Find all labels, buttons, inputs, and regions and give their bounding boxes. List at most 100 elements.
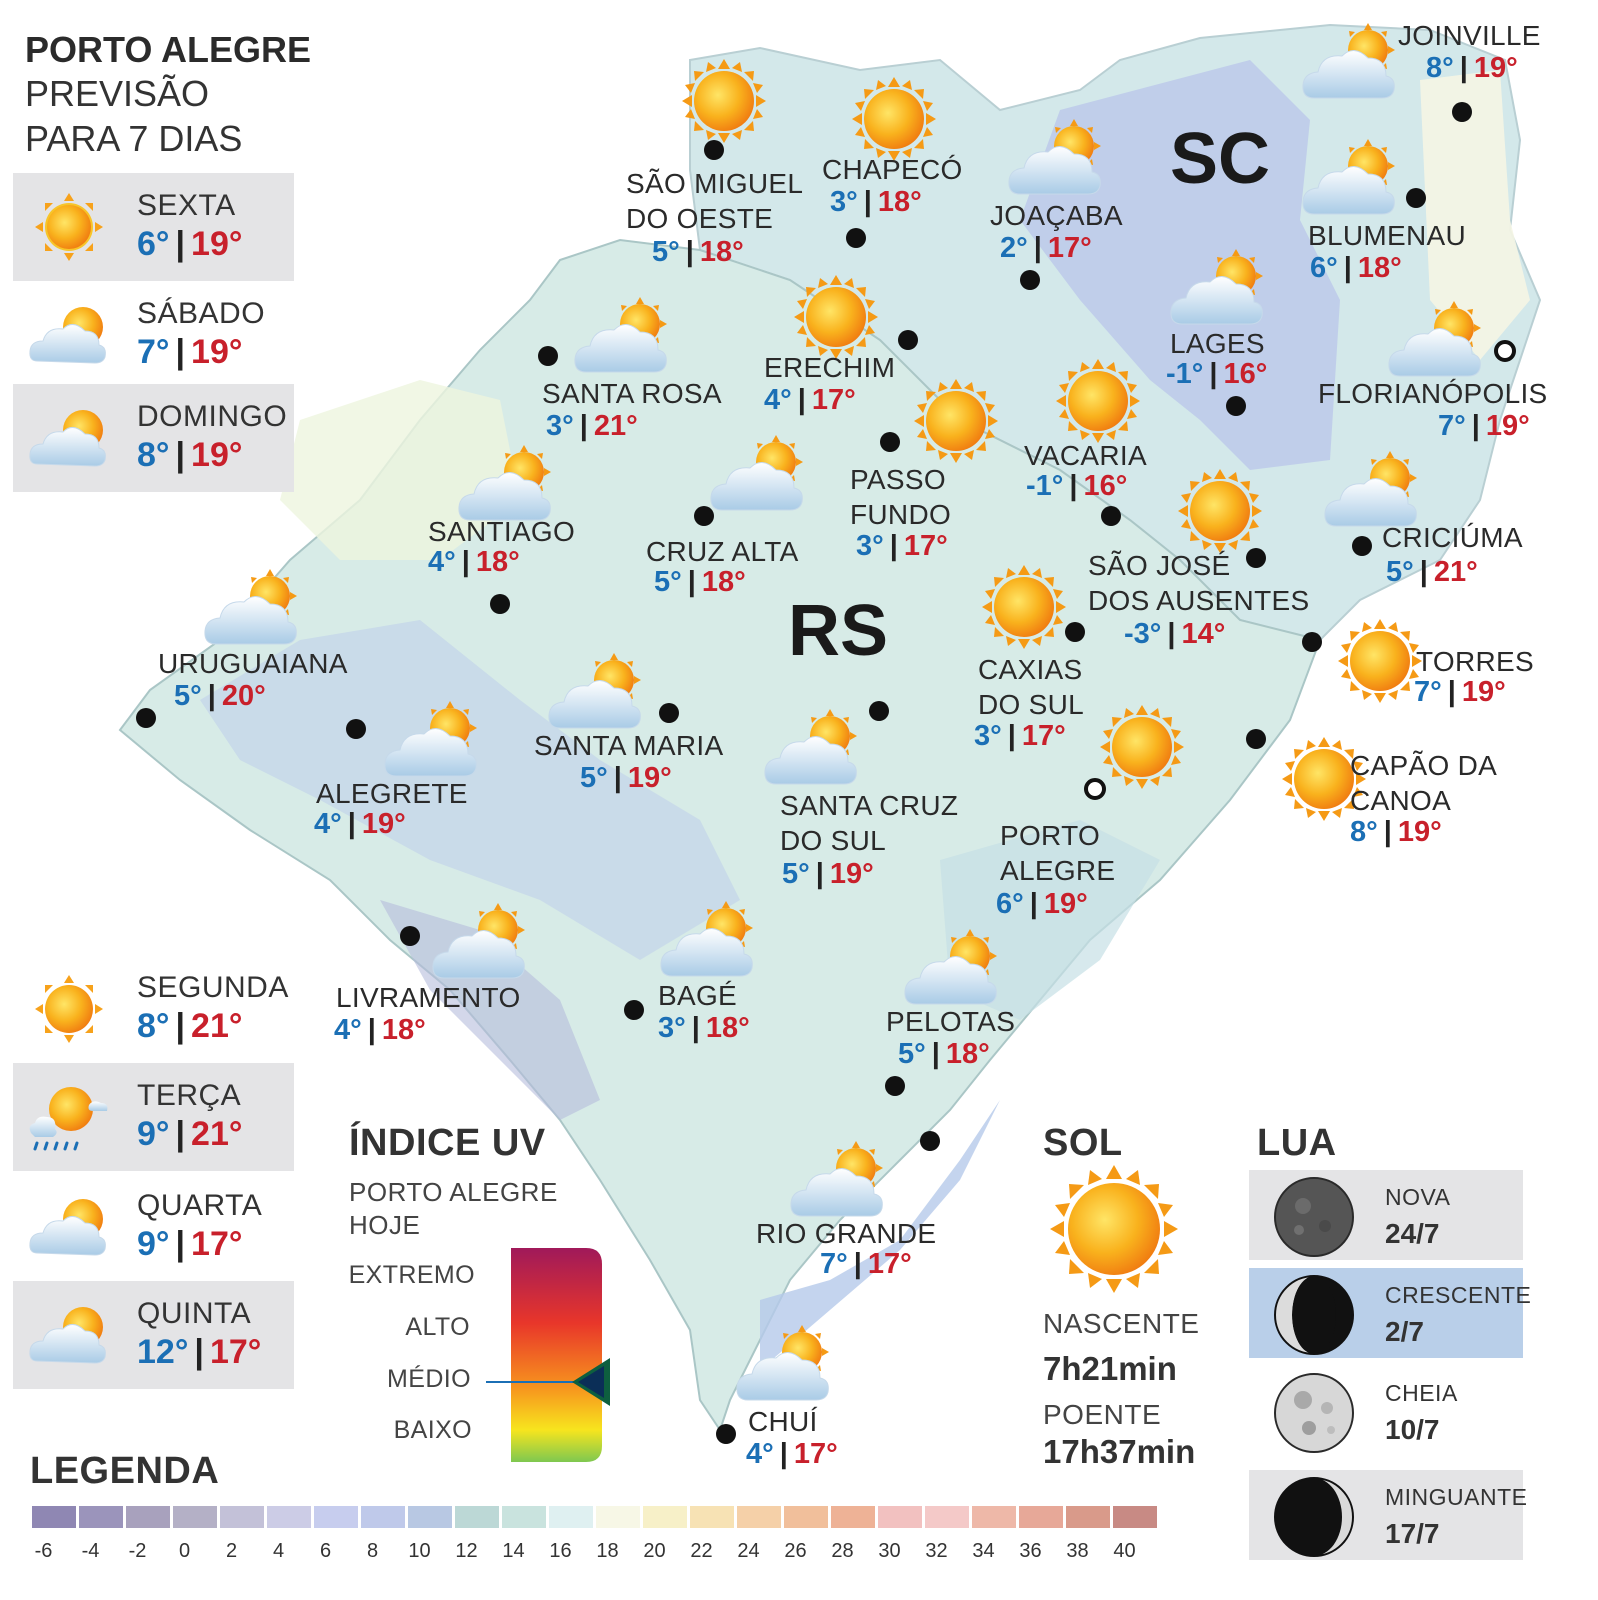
city-marker-sao-jose-dos-ausentes[interactable] — [1246, 548, 1266, 568]
city-name-caxias-do-sul: CAXIAS DO SUL — [978, 654, 1085, 720]
legend-color-cell — [220, 1506, 264, 1528]
temp-min: 4° — [764, 384, 792, 416]
city-marker-vacaria[interactable] — [1101, 506, 1121, 526]
city-marker-bage[interactable] — [624, 1000, 644, 1020]
moon-phase-name: CRESCENTE — [1385, 1282, 1532, 1308]
temp-min: 7° — [820, 1248, 848, 1280]
city-name-joinville: JOINVILLE — [1398, 20, 1541, 51]
temp-min: 3° — [974, 720, 1002, 752]
legend-tick-label: 32 — [925, 1540, 948, 1562]
moon-row-minguante: MINGUANTE 17/7 — [1249, 1470, 1527, 1560]
temp-max: 21° — [191, 1007, 243, 1045]
city-marker-florianopolis[interactable] — [1494, 340, 1516, 362]
legend-color-cell — [596, 1506, 640, 1528]
city-name-bage: BAGÉ — [658, 980, 738, 1011]
city-marker-santa-rosa[interactable] — [538, 346, 558, 366]
temp-min: 3° — [856, 530, 884, 562]
partly-cloudy-icon — [382, 696, 482, 786]
city-temps-chapeco: 3° | 18° — [830, 186, 922, 218]
uv-level-baixo: BAIXO — [393, 1416, 472, 1444]
city-marker-torres[interactable] — [1302, 632, 1322, 652]
legend-tick-label: 4 — [272, 1540, 285, 1562]
city-marker-cruz-alta[interactable] — [694, 506, 714, 526]
city-name-porto-alegre: PORTO ALEGRE — [1000, 820, 1116, 886]
temp-max: 18° — [475, 546, 520, 578]
city-marker-santa-cruz-do-sul[interactable] — [869, 701, 889, 721]
city-marker-criciuma[interactable] — [1352, 536, 1372, 556]
city-temps-capao-da-canoa: 8° | 19° — [1350, 816, 1442, 848]
city-marker-pelotas[interactable] — [885, 1076, 905, 1096]
temp-min: 8° — [137, 1007, 170, 1045]
city-marker-caxias-do-sul[interactable] — [1065, 622, 1085, 642]
temp-min: 6° — [137, 225, 170, 263]
city-temps-santa-rosa: 3° | 21° — [546, 410, 638, 442]
day-name: SÁBADO — [137, 297, 266, 330]
day-temps: 9° | 21° — [137, 1115, 243, 1153]
temp-min: 5° — [782, 858, 810, 890]
sun-icon — [906, 376, 1006, 466]
city-marker-passo-fundo[interactable] — [880, 432, 900, 452]
legend-color-cell — [502, 1506, 546, 1528]
city-marker-joinville[interactable] — [1452, 102, 1472, 122]
temp-max: 17° — [867, 1248, 912, 1280]
temp-max: 17° — [1047, 232, 1092, 264]
legend-tick-label: 24 — [737, 1540, 760, 1562]
city-name-pelotas: PELOTAS — [886, 1006, 1016, 1037]
city-temps-blumenau: 6° | 18° — [1310, 252, 1402, 284]
city-name-joacaba: JOAÇABA — [990, 200, 1123, 231]
moon-row-nova: NOVA 24/7 — [1249, 1170, 1523, 1260]
sun-icon — [786, 272, 886, 362]
partly-cloudy-icon — [29, 410, 106, 467]
city-marker-chui[interactable] — [716, 1424, 736, 1444]
legend-tick-label: 18 — [596, 1540, 619, 1562]
page-subtitle-1: PREVISÃO — [25, 73, 210, 114]
temp-max: 18° — [877, 186, 922, 218]
city-name-livramento: LIVRAMENTO — [336, 982, 521, 1013]
legend-tick-label: 26 — [784, 1540, 807, 1562]
temp-min: 8° — [1350, 816, 1378, 848]
partly-cloudy-icon — [29, 307, 106, 364]
day-name: QUARTA — [137, 1189, 263, 1222]
page-title: PORTO ALEGRE — [25, 29, 312, 70]
sun-icon — [974, 562, 1074, 652]
temp-min: 4° — [746, 1438, 774, 1470]
sun-icon — [1170, 466, 1270, 556]
city-marker-blumenau[interactable] — [1406, 188, 1426, 208]
city-marker-lages[interactable] — [1226, 396, 1246, 416]
city-marker-erechim[interactable] — [898, 330, 918, 350]
moon-phase-date: 24/7 — [1385, 1218, 1440, 1249]
temp-max: 19° — [1473, 52, 1518, 84]
city-temps-rio-grande: 7° | 17° — [820, 1248, 912, 1280]
city-temps-santa-cruz-do-sul: 5° | 19° — [782, 858, 874, 890]
city-marker-uruguaiana[interactable] — [136, 708, 156, 728]
temp-min: 6° — [1310, 252, 1338, 284]
temp-min: 3° — [658, 1012, 686, 1044]
temp-max: 17° — [811, 384, 856, 416]
legend-tick-label: 0 — [178, 1540, 191, 1562]
city-marker-alegrete[interactable] — [346, 719, 366, 739]
temp-max: 20° — [221, 680, 266, 712]
city-marker-rio-grande[interactable] — [920, 1131, 940, 1151]
temp-max: 19° — [361, 808, 406, 840]
city-temps-joacaba: 2° | 17° — [1000, 232, 1092, 264]
city-marker-porto-alegre[interactable] — [1084, 778, 1106, 800]
city-marker-capao-da-canoa[interactable] — [1246, 729, 1266, 749]
temp-max: 18° — [705, 1012, 750, 1044]
partly-cloudy-icon — [546, 648, 646, 738]
moon-phase-date: 10/7 — [1385, 1414, 1440, 1445]
city-marker-chapeco[interactable] — [846, 228, 866, 248]
city-marker-santiago[interactable] — [490, 594, 510, 614]
city-marker-santa-maria[interactable] — [659, 703, 679, 723]
temp-min: 3° — [546, 410, 574, 442]
city-name-rio-grande: RIO GRANDE — [756, 1218, 937, 1249]
legend-tick-label: 38 — [1066, 1540, 1089, 1562]
uv-scale-bar — [486, 1248, 610, 1462]
temp-min: -3° — [1124, 618, 1162, 650]
city-marker-livramento[interactable] — [400, 926, 420, 946]
city-marker-sao-miguel-do-oeste[interactable] — [704, 140, 724, 160]
legend-color-cell — [79, 1506, 123, 1528]
city-marker-joacaba[interactable] — [1020, 270, 1040, 290]
moon-phase-name: MINGUANTE — [1385, 1484, 1528, 1510]
temp-min: 12° — [137, 1333, 189, 1371]
day-name: QUINTA — [137, 1297, 252, 1330]
